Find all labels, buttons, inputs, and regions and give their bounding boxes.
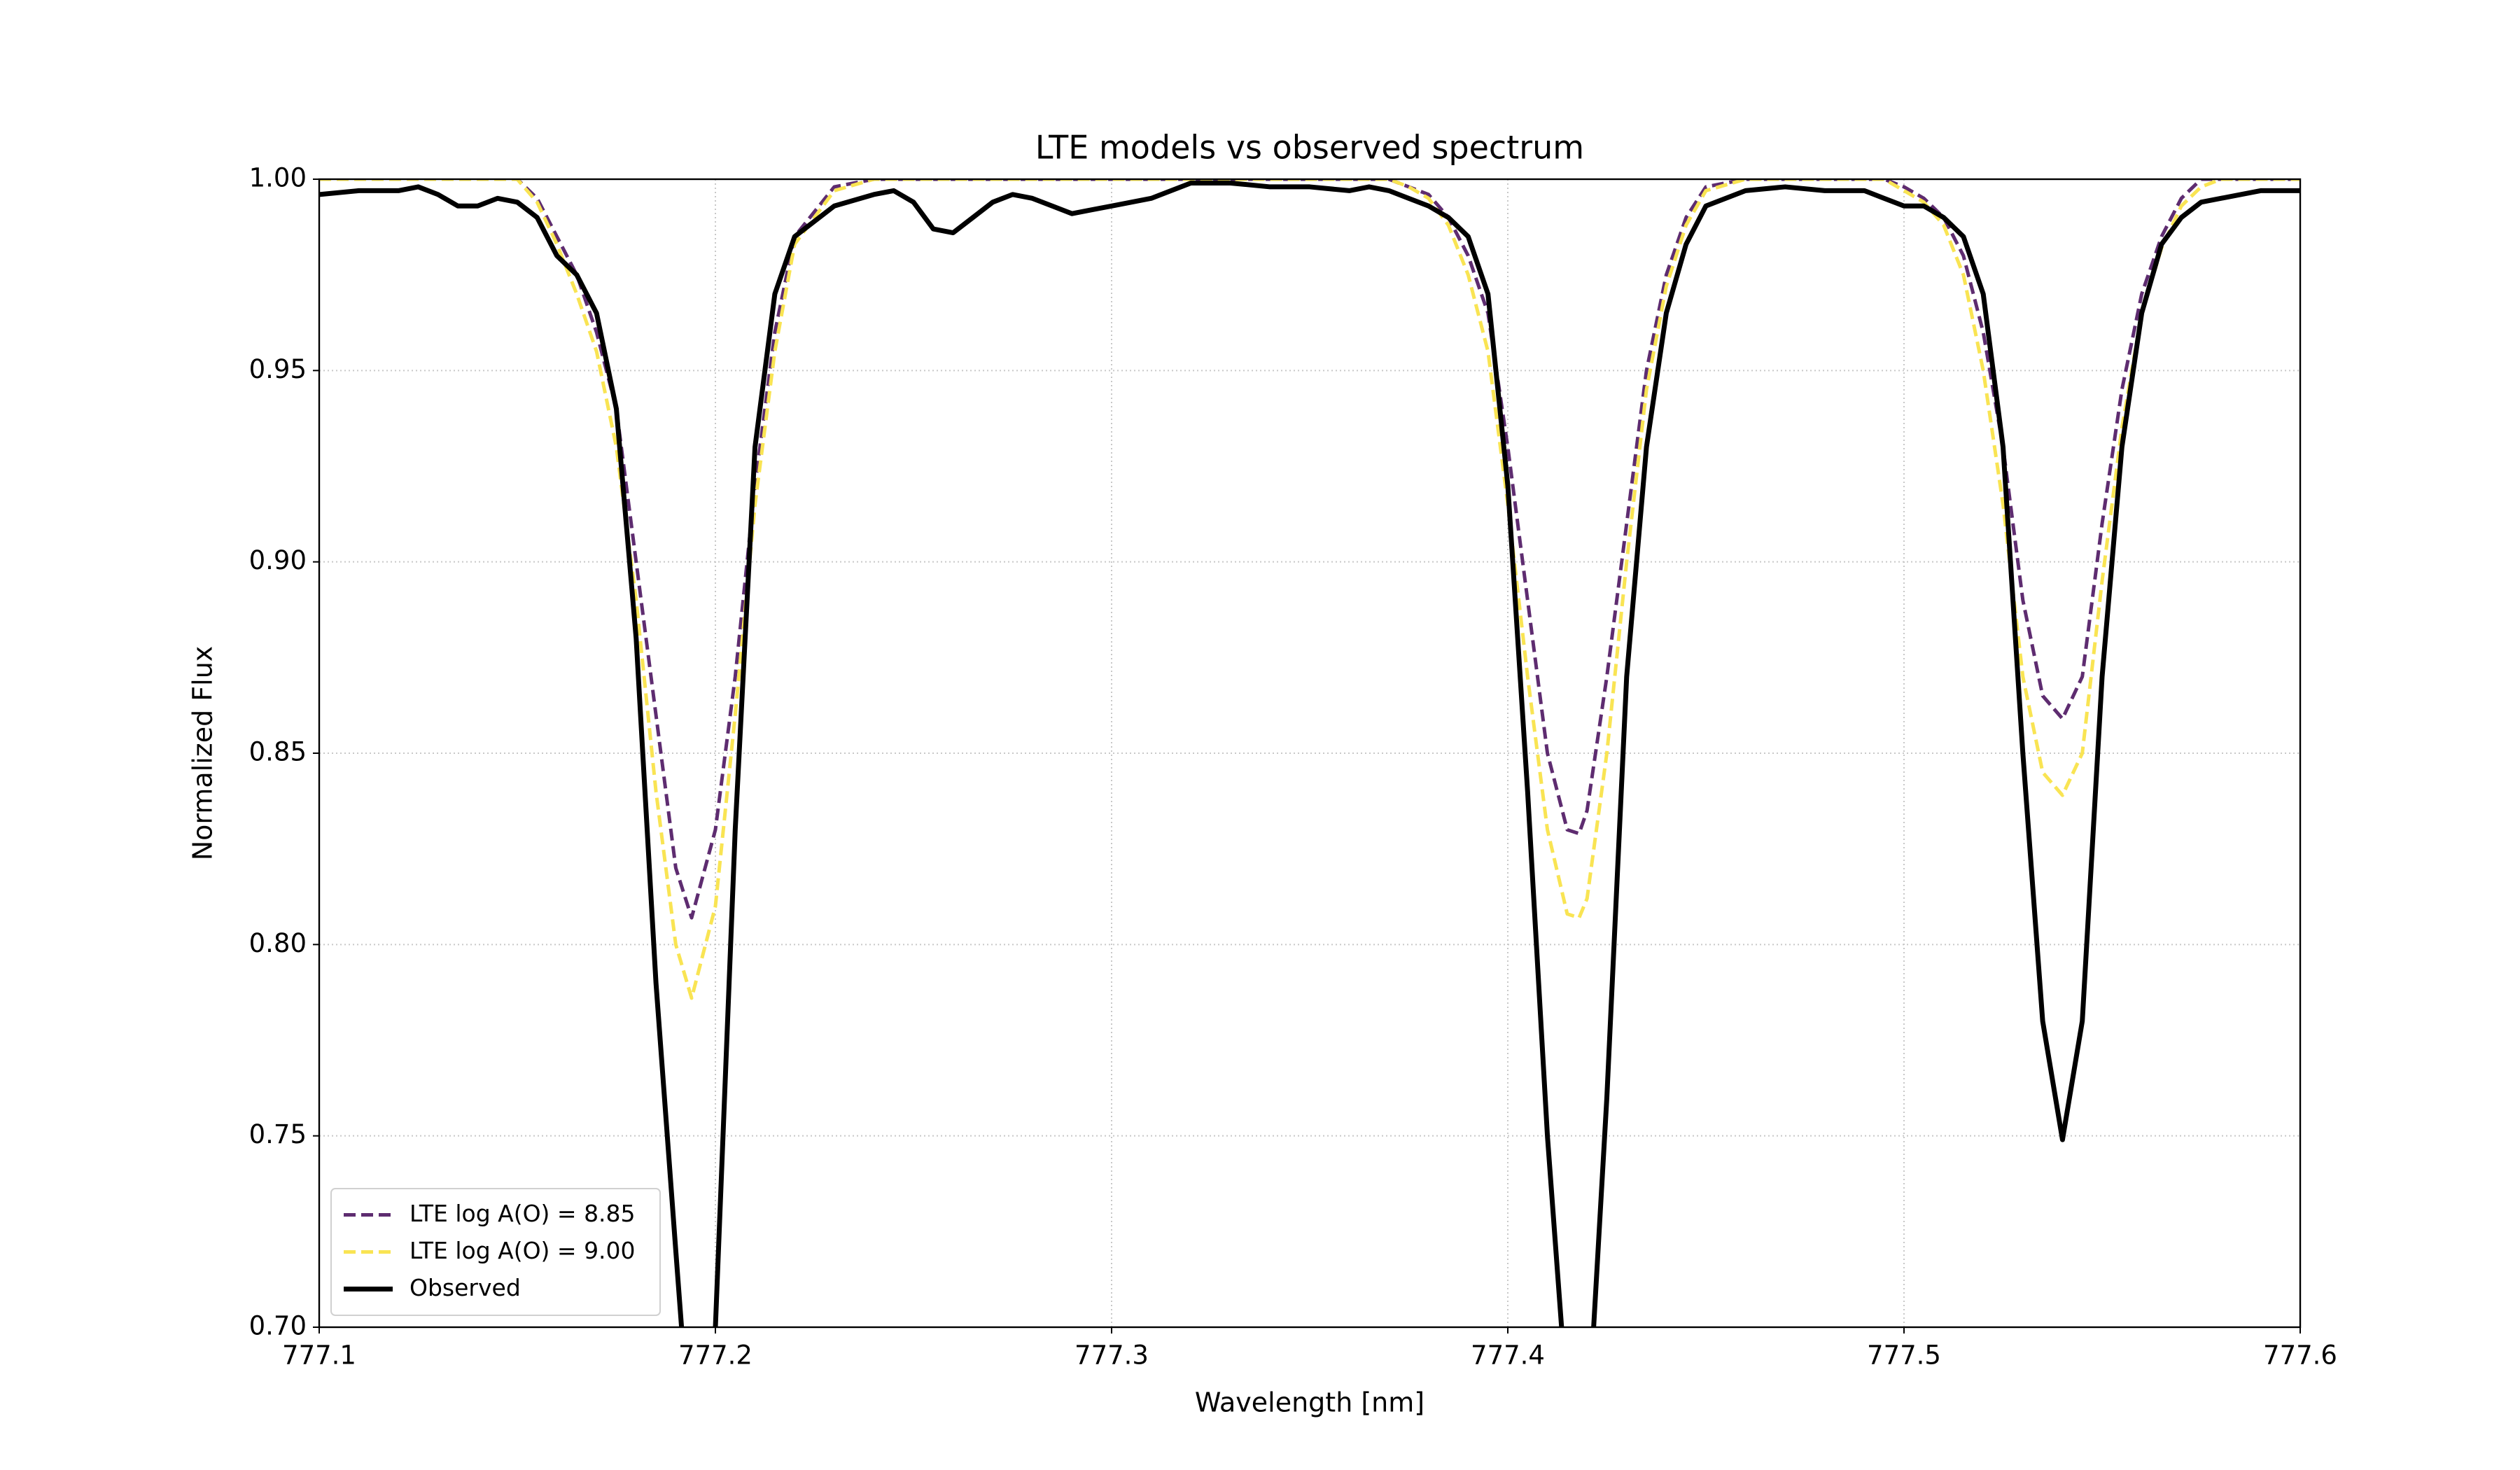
y-tick-label: 0.75: [249, 1119, 307, 1149]
legend-box: [330, 1188, 661, 1316]
y-tick-label: 0.90: [249, 545, 307, 575]
y-tick-label: 0.85: [249, 737, 307, 767]
x-tick-label: 777.1: [282, 1340, 356, 1371]
legend-label: LTE log A(O) = 9.00: [410, 1237, 636, 1264]
legend-label: LTE log A(O) = 8.85: [410, 1200, 636, 1227]
y-tick-label: 1.00: [249, 163, 307, 193]
x-tick-label: 777.2: [678, 1340, 752, 1371]
x-axis-label: Wavelength [nm]: [1195, 1387, 1424, 1418]
series-line: [319, 180, 2300, 1327]
legend-label: Observed: [410, 1274, 521, 1301]
x-tick-label: 777.5: [1867, 1340, 1941, 1371]
series-line: [319, 179, 2300, 920]
y-tick-label: 0.95: [249, 354, 307, 384]
x-tick-label: 777.6: [2263, 1340, 2337, 1371]
chart-title: LTE models vs observed spectrum: [1035, 129, 1584, 167]
axes-frame: [318, 178, 2302, 1329]
y-tick-label: 0.80: [249, 928, 307, 958]
x-tick-label: 777.3: [1074, 1340, 1149, 1371]
plot-area: [319, 179, 2300, 1327]
x-tick-label: 777.4: [1471, 1340, 1545, 1371]
legend: LTE log A(O) = 8.85 LTE log A(O) = 9.00 Ob…: [330, 1188, 661, 1316]
series-line: [319, 179, 2300, 1000]
y-tick-label: 0.70: [249, 1311, 307, 1341]
y-axis-label: Normalized Flux: [188, 646, 218, 861]
